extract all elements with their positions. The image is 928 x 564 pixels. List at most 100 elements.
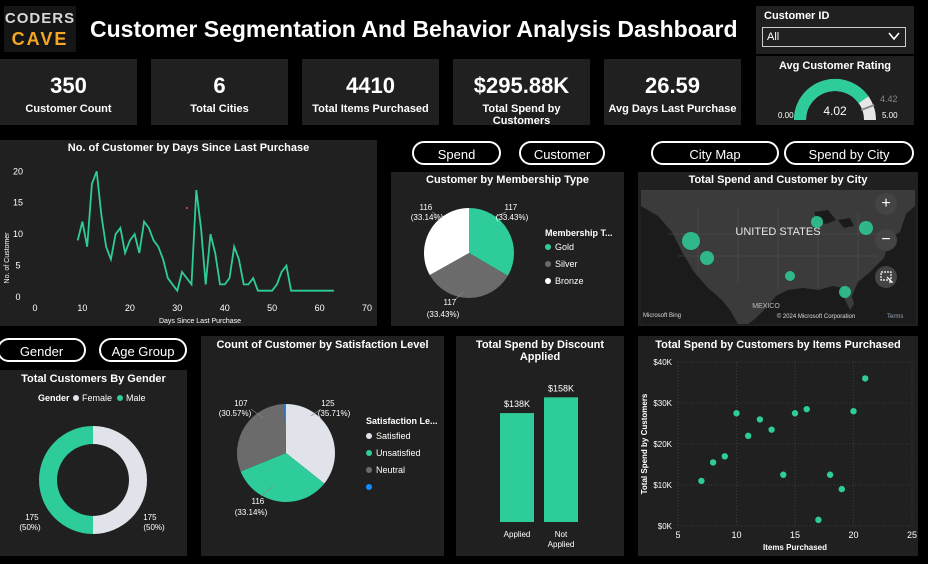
satisfaction-slice-unsatisfied[interactable] (240, 453, 325, 503)
scatter-point[interactable] (698, 477, 705, 485)
scatter-point[interactable] (756, 416, 764, 423)
membership-slice-bronze[interactable] (423, 208, 469, 276)
scatter-point[interactable] (803, 405, 810, 413)
satisfaction-slice-satisfied[interactable] (286, 404, 335, 484)
category-label: Applied (504, 530, 531, 539)
x-tick-label: 50 (267, 303, 277, 313)
customer-id-dropdown[interactable]: All (762, 27, 906, 47)
data-label: $138K (504, 399, 530, 409)
filter-label: Customer ID (764, 10, 830, 22)
gauge-fill (794, 78, 869, 121)
membership-slice-gold[interactable] (469, 208, 515, 276)
y-tick-label: $20K (653, 440, 672, 449)
scatter-point[interactable] (709, 459, 717, 466)
x-tick-label: 10 (731, 530, 741, 540)
bar-1[interactable] (544, 397, 578, 522)
line-chart-title: No. of Customer by Days Since Last Purch… (67, 142, 310, 154)
membership-chart-title: Customer by Membership Type (426, 174, 589, 186)
scatter-point[interactable] (791, 410, 799, 417)
scatter-chart-title: Total Spend by Customers by Items Purcha… (655, 339, 901, 351)
terms-link[interactable]: Terms (887, 314, 903, 320)
slice-label-female: 175 (50%) (143, 513, 165, 532)
legend-marker (545, 261, 551, 267)
y-tick-label: 5 (15, 261, 20, 271)
gender-slice-female[interactable] (93, 426, 147, 534)
x-tick-label: 5 (675, 530, 680, 540)
zoom-out-button[interactable]: − (875, 229, 897, 251)
slice-label-count: 117 (505, 203, 518, 212)
gender-slice-male[interactable] (39, 426, 93, 534)
satisfaction-slice-neutral[interactable] (236, 404, 286, 472)
gauge-value: 4.02 (823, 104, 847, 118)
slice-label-gold: 117 (33.43%) (496, 203, 529, 222)
scatter-point[interactable] (780, 471, 787, 478)
x-tick-label: 20 (848, 530, 858, 540)
us-map[interactable]: UNITED STATES MEXICO Microsoft Bing © 20… (638, 172, 918, 326)
membership-slice-silver[interactable] (429, 253, 508, 299)
page-title: Customer Segmentation And Behavior Analy… (90, 16, 738, 42)
data-label: $158K (548, 383, 574, 393)
legend-item[interactable]: Silver (555, 259, 578, 269)
days-since-purchase-line-chart: No. of Customer Days Since Last Purchase… (4, 166, 372, 325)
satisfaction-slice-other[interactable] (284, 403, 286, 453)
slice-label-unsatisfied: 116 (33.14%) (235, 497, 268, 517)
legend-item[interactable]: Male (126, 393, 146, 403)
city-bubble[interactable] (682, 232, 700, 250)
age-group-button[interactable]: Age Group (99, 338, 187, 362)
legend-title: Membership T... (545, 228, 613, 238)
spend-button[interactable]: Spend (412, 141, 501, 165)
city-bubble[interactable] (859, 221, 873, 235)
scatter-point[interactable] (733, 410, 740, 417)
city-bubble[interactable] (839, 286, 851, 298)
line-series (76, 170, 334, 293)
scatter-point[interactable] (838, 485, 845, 493)
x-tick-label: 40 (220, 303, 230, 313)
legend-item[interactable]: Gold (555, 242, 574, 252)
bing-logo: Microsoft Bing (643, 313, 681, 319)
customer-button[interactable]: Customer (519, 141, 605, 165)
scatter-point[interactable] (850, 408, 857, 415)
x-tick-label: 15 (790, 530, 800, 540)
country-label: UNITED STATES (735, 226, 820, 238)
legend-item[interactable]: Unsatisfied (376, 448, 421, 458)
kpi-total-items-purchased: 4410 Total Items Purchased (302, 59, 439, 125)
slice-label-percent: (33.43%) (496, 213, 529, 222)
gender-button[interactable]: Gender (0, 338, 86, 362)
city-map-button[interactable]: City Map (651, 141, 779, 165)
kpi-value: 350 (50, 73, 87, 98)
city-bubble[interactable] (785, 271, 795, 281)
city-bubble[interactable] (811, 216, 823, 228)
slice-label-percent: (30.57%) (219, 409, 252, 418)
gauge-target-marker (860, 104, 875, 111)
slice-label-percent: (33.43%) (427, 310, 460, 319)
kpi-label: Customer Count (25, 103, 112, 115)
scatter-point[interactable] (815, 516, 822, 524)
legend-item[interactable]: Female (82, 393, 112, 403)
scatter-point[interactable] (721, 453, 728, 460)
legend-item[interactable]: Bronze (555, 276, 584, 286)
select-area-button[interactable] (875, 266, 897, 288)
slice-label-count: 125 (321, 399, 335, 408)
leader-line (310, 408, 322, 417)
slice-label-silver: 117 (33.43%) (427, 298, 460, 319)
scatter-point[interactable] (745, 432, 752, 439)
scatter-point[interactable] (826, 471, 834, 478)
logo-text-top: CODERS (4, 10, 76, 27)
bar-0[interactable] (500, 413, 534, 522)
zoom-in-button[interactable]: + (875, 193, 897, 215)
y-tick-label: $10K (653, 481, 672, 490)
membership-type-panel: Customer by Membership Type 116 (33.14%)… (391, 172, 624, 326)
kpi-total-spend: $295.88K Total Spend by Customers (453, 59, 590, 127)
x-tick-label: 0 (32, 303, 37, 313)
scatter-point[interactable] (768, 426, 775, 433)
slice-label-bronze: 116 (33.14%) (411, 203, 444, 222)
legend-item[interactable]: Neutral (376, 465, 405, 475)
outlier-dot (186, 207, 188, 209)
city-bubble[interactable] (700, 251, 714, 265)
legend-item[interactable]: Satisfied (376, 431, 411, 441)
slice-label-count: 175 (25, 513, 39, 522)
scatter-point[interactable] (862, 375, 869, 382)
legend-marker (366, 450, 372, 456)
spend-by-city-button[interactable]: Spend by City (784, 141, 914, 165)
category-label: Not Applied (548, 530, 575, 549)
